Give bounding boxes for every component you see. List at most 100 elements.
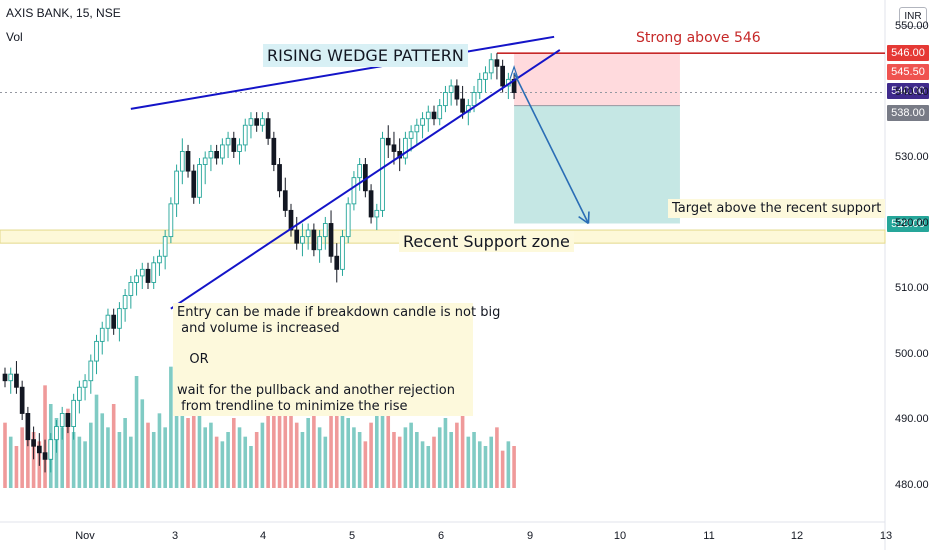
- candle-body: [65, 413, 71, 428]
- candle-body: [139, 268, 145, 277]
- volume-bar: [157, 413, 162, 488]
- candle-body: [340, 236, 345, 270]
- candle-body: [111, 314, 117, 329]
- y-tick-label: 550.00: [895, 20, 929, 32]
- volume-bar: [443, 418, 448, 488]
- volume-bar: [31, 432, 36, 488]
- volume-bar: [100, 413, 105, 488]
- candle-body: [99, 327, 105, 342]
- volume-bar: [191, 390, 196, 488]
- candle-body: [385, 137, 391, 146]
- volume-bar: [8, 436, 13, 488]
- candle-body: [443, 92, 448, 107]
- volume-bar: [466, 436, 471, 488]
- candle-body: [179, 150, 185, 172]
- volume-bar: [449, 432, 453, 488]
- volume-bar: [71, 432, 76, 488]
- candle-body: [174, 170, 179, 205]
- candle-body: [368, 190, 374, 218]
- candle-body: [380, 137, 385, 211]
- volume-bar: [352, 427, 356, 488]
- candle-body: [454, 85, 460, 100]
- volume-bar: [455, 422, 459, 488]
- candle-body: [391, 144, 397, 152]
- volume-bar: [420, 441, 425, 488]
- candle-body: [277, 164, 282, 192]
- candle-body: [494, 59, 500, 67]
- volume-bar: [106, 427, 110, 488]
- volume-bar: [500, 450, 505, 488]
- volume-bar: [437, 427, 442, 488]
- y-tick-label: 520.00: [895, 216, 929, 229]
- candle-body: [231, 137, 237, 152]
- volume-bar: [197, 408, 202, 488]
- volume-bar: [483, 446, 488, 488]
- volume-bar: [495, 427, 499, 488]
- volume-bar: [26, 413, 30, 488]
- volume-bar: [226, 432, 230, 488]
- volume-bar: [209, 422, 213, 488]
- candle-body: [31, 439, 36, 447]
- volume-bar: [375, 371, 379, 488]
- candle-body: [500, 65, 505, 87]
- candle-body: [265, 118, 271, 139]
- price-tag: 538.00: [887, 105, 929, 121]
- candle-body: [488, 59, 494, 74]
- candle-body: [477, 78, 483, 93]
- price-tag: 520.00: [887, 216, 929, 232]
- stop-zone: [514, 53, 680, 106]
- x-tick-label: 13: [879, 530, 893, 542]
- x-tick-label: 10: [613, 530, 627, 542]
- candle-body: [134, 275, 139, 283]
- volume-bar: [129, 436, 133, 488]
- candle-body: [25, 413, 31, 441]
- candle-body: [14, 373, 19, 388]
- volume-bar: [266, 408, 270, 488]
- volume-bar: [140, 399, 145, 488]
- volume-bar: [254, 432, 259, 488]
- x-tick-label: 9: [526, 530, 534, 542]
- candle-body: [271, 137, 277, 166]
- candle-body: [202, 157, 208, 166]
- volume-bar: [403, 427, 408, 488]
- entry-note: Entry can be made if breakdown candle is…: [173, 303, 500, 417]
- volume-bar: [317, 427, 322, 488]
- volume-bar: [409, 422, 413, 488]
- volume-bar: [134, 376, 139, 488]
- x-tick-label: 11: [703, 530, 715, 542]
- volume-label: Vol: [6, 30, 23, 44]
- target-zone: [514, 105, 680, 224]
- volume-bar: [186, 418, 190, 488]
- candle-body: [8, 373, 14, 382]
- candle-body: [345, 203, 351, 238]
- volume-bar: [392, 432, 396, 488]
- candle-body: [437, 105, 443, 120]
- candle-body: [94, 340, 99, 362]
- volume-bar: [426, 446, 431, 488]
- volume-bar: [203, 427, 207, 488]
- volume-bar: [249, 446, 253, 488]
- candle-body: [351, 177, 357, 205]
- candle-body: [214, 150, 219, 159]
- candle-body: [425, 111, 431, 120]
- candle-body: [208, 150, 214, 159]
- candle-body: [448, 85, 454, 93]
- x-tick-label: 12: [790, 530, 804, 542]
- volume-bar: [163, 427, 167, 488]
- x-tick-label: 6: [437, 530, 445, 542]
- candle-body: [162, 236, 168, 257]
- volume-bar: [89, 422, 93, 488]
- upper-wedge-trendline: [130, 35, 555, 110]
- volume-bar: [180, 404, 185, 488]
- volume-bar: [214, 436, 219, 488]
- candle-body: [242, 124, 248, 146]
- candle-body: [82, 380, 88, 388]
- volume-bar: [312, 404, 316, 488]
- volume-bar: [512, 446, 516, 488]
- price-tag: 546.00: [887, 45, 929, 61]
- currency-badge[interactable]: INR: [899, 7, 927, 27]
- candle-body: [260, 118, 265, 126]
- candle-body: [471, 92, 477, 107]
- candle-body: [300, 236, 305, 244]
